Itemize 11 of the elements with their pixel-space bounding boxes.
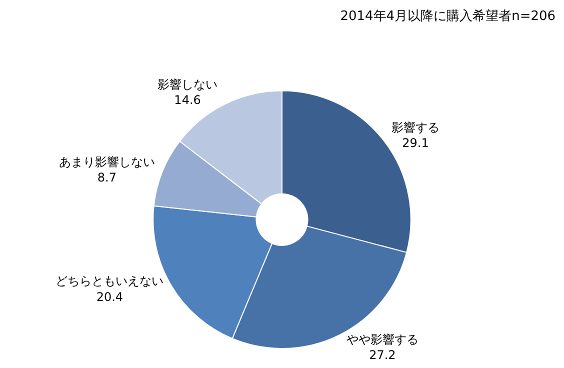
slice-label: あまり影響しない (58, 154, 155, 169)
data-label: 14.6 (174, 92, 201, 107)
slice-label: やや影響する (346, 332, 418, 346)
data-label: 29.1 (402, 136, 429, 150)
data-label: 20.4 (96, 290, 124, 304)
data-label: 27.2 (369, 348, 396, 362)
chart-title: 2014年4月以降に購入希望者n=206 (340, 9, 556, 24)
slice-label: 影響する (391, 120, 440, 135)
slice-label: どちらともいえない (56, 274, 164, 288)
data-label: 8.7 (97, 170, 116, 185)
slice-label: 影響しない (158, 77, 218, 92)
